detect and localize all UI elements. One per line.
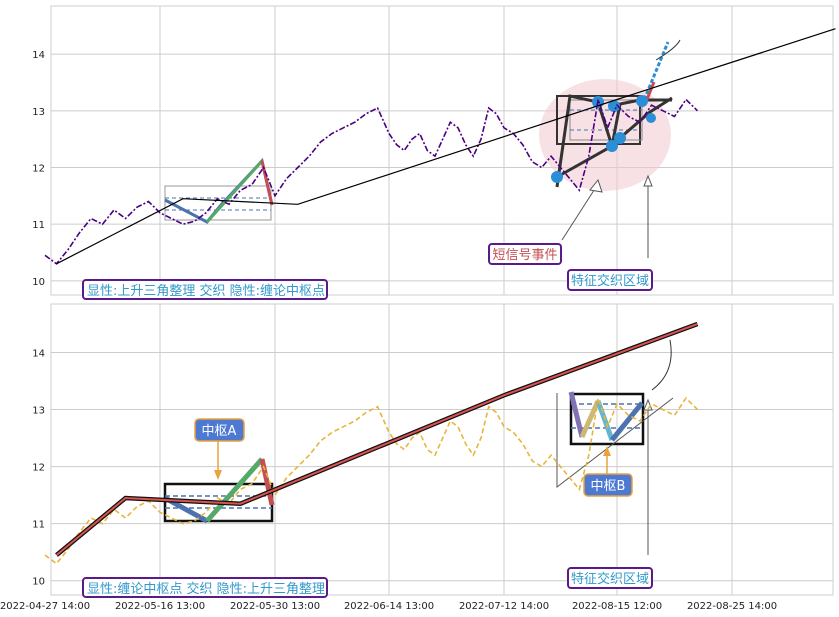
bottom-stroke-a-green — [205, 457, 264, 523]
x-tick-label: 2022-04-27 14:00 — [0, 601, 90, 612]
bottom-y-tick-labels: 10 11 12 13 14 — [32, 349, 45, 588]
top-panel-frame — [50, 5, 834, 296]
bottom-center-a-arrowhead — [214, 470, 222, 480]
x-tick-label: 2022-08-15 12:00 — [572, 601, 662, 612]
bottom-stroke-b-3 — [595, 400, 615, 441]
top-pattern-overlays — [164, 39, 681, 258]
top-signal-dot — [636, 95, 648, 107]
top-caption: 显性:上升三角整理 交织 隐性:缠论中枢点 — [82, 279, 328, 300]
x-tick-label: 2022-05-16 13:00 — [115, 601, 205, 612]
top-caption-text: 显性:上升三角整理 交织 隐性:缠论中枢点 — [87, 283, 325, 299]
top-signal-dot — [608, 100, 620, 112]
top-region-label: 特征交织区域 — [567, 269, 653, 291]
top-region-arrowhead — [643, 174, 653, 187]
top-signal-dot — [614, 132, 626, 144]
bottom-region-label: 特征交织区域 — [567, 567, 653, 589]
y-tick-label: 10 — [32, 577, 45, 588]
series-layer — [44, 28, 836, 565]
top-signal-dot — [551, 171, 563, 183]
bottom-caption: 显性:缠论中枢点 交织 隐性:上升三角整理 — [82, 577, 328, 598]
bottom-curve-arrow — [651, 339, 672, 391]
y-tick-label: 11 — [32, 220, 45, 231]
series-price-line — [44, 396, 699, 565]
top-event-arrowhead — [589, 178, 603, 193]
x-tick-label: 2022-08-25 14:00 — [687, 601, 777, 612]
bottom-caption-text: 显性:缠论中枢点 交织 隐性:上升三角整理 — [87, 581, 325, 597]
series-trend-line — [55, 323, 698, 556]
y-tick-label: 12 — [32, 463, 45, 474]
bottom-center-b-text: 中枢B — [591, 479, 626, 494]
y-tick-label: 10 — [32, 277, 45, 288]
top-breakout-stroke — [640, 41, 670, 106]
x-tick-label: 2022-06-14 13:00 — [344, 601, 434, 612]
top-signal-dot — [646, 113, 656, 123]
bottom-center-b-label: 中枢B — [583, 473, 633, 497]
top-highlight-ellipse — [539, 79, 671, 191]
series-trend-line — [56, 28, 836, 265]
top-y-tick-labels: 10 11 12 13 14 — [32, 50, 45, 288]
bottom-center-box-b — [569, 392, 645, 446]
top-event-label: 短信号事件 — [488, 243, 562, 265]
top-event-label-text: 短信号事件 — [492, 248, 557, 263]
bottom-triangle — [556, 393, 674, 489]
y-tick-label: 14 — [32, 50, 45, 61]
y-tick-label: 11 — [32, 520, 45, 531]
y-tick-label: 13 — [32, 406, 45, 417]
bottom-stroke-b-2 — [579, 399, 601, 439]
x-tick-labels: 2022-04-27 14:00 2022-05-16 13:00 2022-05-… — [0, 601, 777, 612]
bottom-center-a-text: 中枢A — [202, 424, 237, 439]
bottom-region-label-text: 特征交织区域 — [571, 571, 649, 587]
bottom-stroke-b-4 — [610, 401, 644, 442]
top-stroke-a-green — [205, 159, 264, 224]
bottom-panel-frame — [50, 303, 834, 596]
x-tick-label: 2022-07-12 14:00 — [459, 601, 549, 612]
top-region-label-text: 特征交织区域 — [571, 273, 649, 289]
y-tick-label: 14 — [32, 349, 45, 360]
top-event-arrow — [561, 183, 599, 241]
y-tick-label: 13 — [32, 107, 45, 118]
bottom-center-b-arrowhead — [603, 446, 611, 456]
series-price-line — [44, 98, 699, 265]
bottom-stroke-b-1 — [568, 391, 585, 438]
top-signal-dot — [606, 140, 618, 152]
top-curve-arrow — [655, 39, 681, 61]
x-tick-label: 2022-05-30 13:00 — [230, 601, 320, 612]
y-tick-label: 12 — [32, 164, 45, 175]
bottom-center-a-label: 中枢A — [194, 418, 245, 442]
